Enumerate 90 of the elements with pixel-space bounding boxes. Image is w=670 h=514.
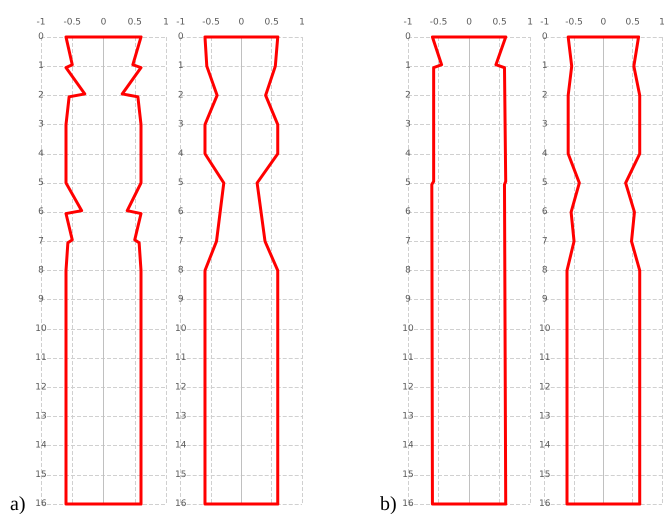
y-tick-label: 10: [402, 324, 414, 334]
y-tick-label: 10: [539, 324, 551, 334]
y-tick-label: 14: [402, 440, 414, 451]
y-tick-label: 5: [542, 178, 548, 188]
x-tick-label: -0.5: [430, 18, 448, 28]
y-tick-label: 10: [175, 324, 187, 334]
y-tick-label: 8: [178, 266, 184, 276]
y-tick-label: 15: [539, 470, 550, 480]
y-tick-label: 3: [542, 120, 548, 130]
y-tick-label: 0: [178, 32, 184, 42]
y-tick-label: 16: [402, 499, 414, 509]
x-tick-label: 0.5: [626, 18, 640, 28]
y-tick-label: 13: [35, 411, 47, 422]
x-tick-label: -1: [176, 18, 186, 28]
y-tick-label: 9: [405, 294, 412, 305]
y-tick-label: 4: [542, 148, 548, 159]
y-tick-label: 2: [542, 90, 548, 100]
y-tick-label: 1: [542, 61, 548, 72]
y-tick-label: 2: [178, 90, 184, 100]
y-tick-label: 2: [405, 90, 411, 100]
y-tick-label: 9: [542, 294, 548, 305]
text: a): [10, 493, 26, 514]
x-tick-label: 1: [659, 18, 665, 28]
y-tick-label: 14: [175, 440, 187, 451]
y-tick-label: 8: [542, 266, 548, 276]
y-tick-label: 4: [38, 148, 44, 159]
x-tick-label: 1: [527, 18, 534, 28]
x-tick-label: 0.5: [264, 18, 279, 28]
x-tick-label: -0.5: [565, 18, 583, 28]
y-tick-label: 8: [405, 266, 412, 276]
x-tick-label: 1: [163, 18, 169, 28]
y-tick-label: 15: [35, 470, 47, 480]
y-tick-label: 16: [175, 499, 187, 509]
y-tick-label: 11: [539, 353, 550, 364]
y-tick-label: 0: [38, 32, 44, 42]
y-tick-label: 1: [38, 61, 44, 72]
x-tick-label: -0.5: [202, 18, 220, 28]
y-tick-label: 3: [38, 120, 44, 130]
y-tick-label: 16: [35, 499, 47, 509]
y-tick-label: 5: [405, 178, 411, 188]
x-tick-label: -1: [540, 18, 550, 28]
y-tick-label: 6: [38, 207, 44, 218]
y-tick-label: 11: [175, 353, 186, 364]
y-tick-label: 5: [178, 178, 184, 188]
y-tick-label: 13: [402, 411, 414, 422]
y-tick-label: 1: [178, 61, 184, 72]
y-tick-label: 12: [402, 382, 414, 392]
x-tick-label: -0.5: [63, 18, 82, 28]
y-tick-label: 7: [38, 236, 44, 246]
y-tick-label: 5: [38, 178, 44, 188]
y-tick-label: 12: [175, 382, 186, 392]
y-tick-label: 16: [539, 499, 551, 509]
y-tick-label: 15: [175, 470, 186, 480]
y-tick-label: 4: [178, 148, 184, 159]
x-tick-label: 0.5: [128, 18, 142, 28]
y-tick-label: 15: [402, 470, 414, 480]
y-tick-label: 9: [38, 294, 44, 305]
x-tick-label: 0: [600, 18, 606, 28]
y-tick-label: 3: [178, 120, 184, 130]
y-tick-label: 2: [38, 90, 44, 100]
y-tick-label: 1: [405, 61, 411, 72]
x-tick-label: 1: [299, 18, 305, 28]
y-tick-label: 7: [542, 236, 548, 246]
y-tick-label: 10: [35, 324, 47, 334]
x-tick-label: 0.5: [492, 18, 507, 28]
x-tick-label: 0: [466, 18, 472, 28]
y-tick-label: 8: [38, 266, 44, 276]
x-tick-label: 0: [238, 18, 244, 28]
y-tick-label: 4: [405, 148, 412, 159]
y-tick-label: 14: [539, 440, 551, 451]
y-tick-label: 13: [539, 411, 550, 422]
y-tick-label: 6: [178, 207, 184, 218]
y-tick-label: 12: [35, 382, 47, 392]
y-tick-label: 11: [35, 353, 47, 364]
y-tick-label: 7: [178, 236, 184, 246]
y-tick-label: 3: [405, 120, 411, 130]
y-tick-label: 6: [405, 207, 412, 218]
y-tick-label: 9: [178, 294, 184, 305]
y-tick-label: 7: [405, 236, 411, 246]
x-tick-label: -1: [404, 18, 412, 28]
y-tick-label: 11: [402, 353, 414, 364]
y-tick-label: 0: [542, 32, 548, 42]
y-tick-label: 6: [542, 207, 548, 218]
y-tick-label: 13: [175, 411, 186, 422]
x-tick-label: -1: [36, 18, 46, 28]
y-tick-label: 14: [35, 440, 47, 451]
y-tick-label: 0: [405, 32, 412, 42]
y-tick-label: 12: [539, 382, 550, 392]
x-tick-label: 0: [100, 18, 107, 28]
text: b): [380, 493, 397, 514]
